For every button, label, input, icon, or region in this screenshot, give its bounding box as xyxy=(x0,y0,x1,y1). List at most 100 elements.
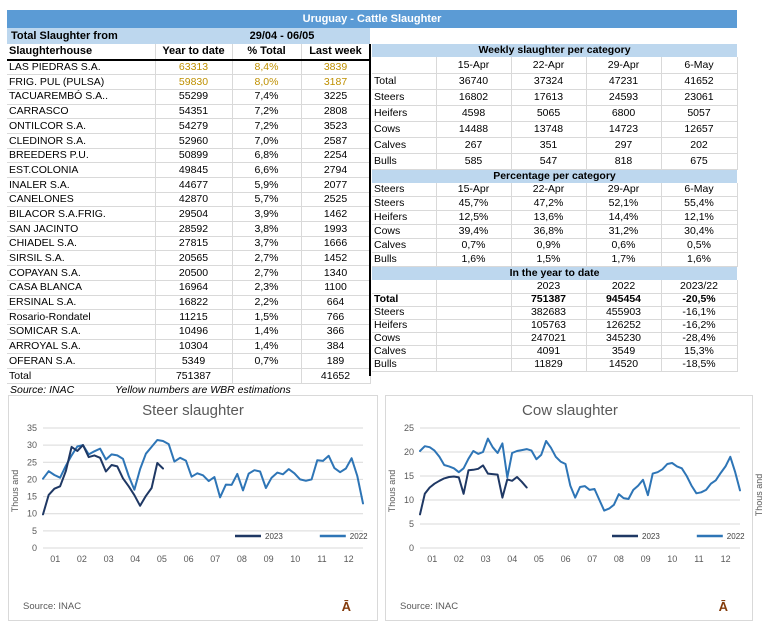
slaughterhouse-name-cell[interactable]: CASA BLANCA xyxy=(7,280,156,296)
value-cell[interactable]: 247021 xyxy=(511,332,587,346)
category-label-cell[interactable]: Cows xyxy=(372,121,437,138)
value-cell[interactable]: -16,2% xyxy=(661,319,738,333)
slaughterhouse-name-cell[interactable]: INALER S.A. xyxy=(7,177,156,193)
value-cell[interactable]: 5,9% xyxy=(232,177,302,193)
value-cell[interactable]: 189 xyxy=(301,353,371,369)
value-cell[interactable]: 2023 xyxy=(511,280,587,294)
category-label-cell[interactable]: Calves xyxy=(372,238,437,253)
value-cell[interactable]: 0,7% xyxy=(232,353,302,369)
value-cell[interactable]: 0,6% xyxy=(586,238,662,253)
value-cell[interactable]: 2,7% xyxy=(232,250,302,267)
value-cell[interactable]: 30,4% xyxy=(661,224,738,239)
slaughterhouse-name-cell[interactable]: ERSINAL S.A. xyxy=(7,295,156,311)
value-cell[interactable]: 29-Apr xyxy=(586,182,662,197)
value-cell[interactable]: 16822 xyxy=(155,295,233,311)
value-cell[interactable]: 50899 xyxy=(155,148,233,164)
value-cell[interactable]: 6800 xyxy=(586,105,662,122)
value-cell[interactable]: 2794 xyxy=(301,162,371,178)
category-label-cell[interactable]: Steers xyxy=(372,182,437,197)
category-label-cell[interactable]: Bulls xyxy=(372,358,437,372)
value-cell[interactable]: 1452 xyxy=(301,250,371,267)
column-header[interactable]: Last week xyxy=(301,44,371,61)
value-cell[interactable]: 126252 xyxy=(586,319,662,333)
value-cell[interactable]: 36740 xyxy=(436,73,512,90)
value-cell[interactable]: 1,4% xyxy=(232,339,302,355)
value-cell[interactable] xyxy=(436,345,512,359)
value-cell[interactable]: 12657 xyxy=(661,121,738,138)
slaughterhouse-name-cell[interactable]: CLEDINOR S.A. xyxy=(7,133,156,149)
category-label-cell[interactable]: Total xyxy=(372,293,437,307)
value-cell[interactable]: 945454 xyxy=(586,293,662,307)
value-cell[interactable]: 675 xyxy=(661,153,738,170)
value-cell[interactable]: 366 xyxy=(301,324,371,340)
value-cell[interactable]: 6,6% xyxy=(232,162,302,178)
value-cell[interactable]: 2587 xyxy=(301,133,371,149)
value-cell[interactable]: 28592 xyxy=(155,221,233,237)
value-cell[interactable] xyxy=(436,280,512,294)
column-header[interactable]: Slaughterhouse xyxy=(7,44,156,61)
category-label-cell[interactable] xyxy=(372,57,437,74)
value-cell[interactable]: 20500 xyxy=(155,265,233,281)
slaughterhouse-name-cell[interactable]: BREEDERS P.U. xyxy=(7,148,156,164)
category-label-cell[interactable]: Heifers xyxy=(372,319,437,333)
value-cell[interactable]: 31,2% xyxy=(586,224,662,239)
value-cell[interactable]: 49845 xyxy=(155,162,233,178)
value-cell[interactable]: 6,8% xyxy=(232,148,302,164)
value-cell[interactable]: 3523 xyxy=(301,118,371,134)
category-label-cell[interactable]: Bulls xyxy=(372,153,437,170)
value-cell[interactable]: 585 xyxy=(436,153,512,170)
value-cell[interactable]: 345230 xyxy=(586,332,662,346)
value-cell[interactable]: 5,7% xyxy=(232,192,302,208)
value-cell[interactable]: 29504 xyxy=(155,206,233,223)
value-cell[interactable]: 751387 xyxy=(511,293,587,307)
value-cell[interactable]: 2023/22 xyxy=(661,280,738,294)
value-cell[interactable]: 52,1% xyxy=(586,196,662,211)
value-cell[interactable]: 47231 xyxy=(586,73,662,90)
value-cell[interactable]: 2808 xyxy=(301,104,371,120)
value-cell[interactable]: 16802 xyxy=(436,89,512,106)
value-cell[interactable]: 267 xyxy=(436,137,512,154)
value-cell[interactable]: 664 xyxy=(301,295,371,311)
value-cell[interactable]: 0,9% xyxy=(511,238,587,253)
value-cell[interactable]: 3839 xyxy=(301,60,371,76)
value-cell[interactable]: 384 xyxy=(301,339,371,355)
value-cell[interactable]: 766 xyxy=(301,309,371,325)
value-cell[interactable] xyxy=(436,358,512,372)
value-cell[interactable]: 11215 xyxy=(155,309,233,325)
category-label-cell[interactable]: Heifers xyxy=(372,210,437,225)
value-cell[interactable]: 10496 xyxy=(155,324,233,340)
value-cell[interactable]: 14723 xyxy=(586,121,662,138)
value-cell[interactable]: 1100 xyxy=(301,280,371,296)
slaughterhouse-name-cell[interactable]: LAS PIEDRAS S.A. xyxy=(7,60,156,76)
value-cell[interactable]: 14488 xyxy=(436,121,512,138)
value-cell[interactable]: 751387 xyxy=(155,368,233,384)
value-cell[interactable]: 36,8% xyxy=(511,224,587,239)
category-label-cell[interactable] xyxy=(372,280,437,294)
slaughterhouse-name-cell[interactable]: ARROYAL S.A. xyxy=(7,339,156,355)
value-cell[interactable]: 0,7% xyxy=(436,238,512,253)
value-cell[interactable]: 17613 xyxy=(511,89,587,106)
value-cell[interactable]: 4598 xyxy=(436,105,512,122)
value-cell[interactable]: 1666 xyxy=(301,236,371,252)
category-label-cell[interactable]: Cows xyxy=(372,332,437,346)
value-cell[interactable]: -18,5% xyxy=(661,358,738,372)
value-cell[interactable]: 3,7% xyxy=(232,236,302,252)
slaughterhouse-name-cell[interactable]: COPAYAN S.A. xyxy=(7,265,156,281)
value-cell[interactable]: 22-Apr xyxy=(511,182,587,197)
value-cell[interactable]: 297 xyxy=(586,137,662,154)
category-label-cell[interactable]: Cows xyxy=(372,224,437,239)
value-cell[interactable]: 1,6% xyxy=(436,252,512,267)
value-cell[interactable]: 4091 xyxy=(511,345,587,359)
value-cell[interactable]: 1,5% xyxy=(232,309,302,325)
value-cell[interactable]: 547 xyxy=(511,153,587,170)
value-cell[interactable]: 55299 xyxy=(155,89,233,105)
value-cell[interactable]: 7,4% xyxy=(232,89,302,105)
category-label-cell[interactable]: Steers xyxy=(372,196,437,211)
value-cell[interactable]: 2022 xyxy=(586,280,662,294)
value-cell[interactable] xyxy=(436,293,512,307)
value-cell[interactable]: 13,6% xyxy=(511,210,587,225)
value-cell[interactable]: 1,6% xyxy=(661,252,738,267)
slaughterhouse-name-cell[interactable]: TACUAREMBÓ S.A.. xyxy=(7,89,156,105)
value-cell[interactable]: 1,7% xyxy=(586,252,662,267)
value-cell[interactable]: 5349 xyxy=(155,353,233,369)
